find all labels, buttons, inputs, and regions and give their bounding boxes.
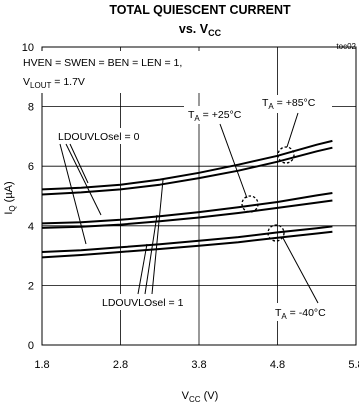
ldo0-leader-1 xyxy=(69,143,89,184)
conditions-line-2-main: V xyxy=(23,76,30,88)
conditions-box xyxy=(19,51,219,93)
conditions-line-1: HVEN = SWEN = BEN = LEN = 1, xyxy=(23,57,182,69)
x-axis-label: VCC (V) xyxy=(182,390,219,404)
x-tick-label: 4.8 xyxy=(270,359,285,371)
y-axis-label: IQ (µA) xyxy=(3,181,17,214)
tm40-label-rest: = -40°C xyxy=(287,307,326,319)
ldo1-leader-1 xyxy=(137,243,148,295)
ldo0-label: LDOUVLOsel = 0 xyxy=(58,131,140,143)
chart-subtitle-main: vs. V xyxy=(179,22,209,36)
series-line-3 xyxy=(41,192,333,225)
chart-subtitle: vs. VCC xyxy=(179,22,222,38)
x-tick-label: 5.8 xyxy=(348,359,359,371)
t85-label-sub: A xyxy=(268,102,274,111)
y-tick-label: 6 xyxy=(28,161,34,173)
series-group xyxy=(41,139,333,259)
chart-subtitle-sub: CC xyxy=(208,28,221,38)
series-line-5 xyxy=(41,225,333,253)
tm40-marker-circle xyxy=(267,224,285,242)
ldo1-label: LDOUVLOsel = 1 xyxy=(102,297,184,309)
x-tick-label: 1.8 xyxy=(34,359,49,371)
series-line-6 xyxy=(41,230,333,259)
ldo1-leader-2 xyxy=(144,214,158,295)
t25-label-box xyxy=(184,106,260,124)
x-tick-label: 3.8 xyxy=(191,359,206,371)
tick-labels: 1.82.83.84.85.80246810 xyxy=(22,42,359,371)
ldo1-label-box xyxy=(99,294,187,310)
ldo0-leader-2 xyxy=(65,143,102,216)
t85-leader xyxy=(286,112,299,148)
ldo0-leader-3 xyxy=(59,143,87,245)
series-line-2 xyxy=(41,146,333,196)
y-tick-label: 8 xyxy=(28,102,34,114)
series-line-4 xyxy=(41,199,333,229)
tm40-label: TA = -40°C xyxy=(275,307,326,321)
t25-label-sub: A xyxy=(194,114,200,123)
tm40-label-sub: A xyxy=(281,312,287,321)
t85-marker-circle xyxy=(277,146,295,164)
t85-label-rest: = +85°C xyxy=(274,97,316,109)
x-axis-label-unit: (V) xyxy=(201,390,219,402)
t25-marker-circle xyxy=(241,195,259,213)
x-axis-label-sub: CC xyxy=(189,395,201,404)
series-line-1 xyxy=(41,139,333,191)
x-axis-label-main: V xyxy=(182,390,190,402)
y-axis-label-main: I xyxy=(3,212,15,215)
t85-label-main: T xyxy=(262,97,269,109)
t85-label: TA = +85°C xyxy=(262,97,316,111)
tm40-label-box xyxy=(271,303,347,321)
t25-leader xyxy=(219,123,248,199)
conditions-line-2-sub: LOUT xyxy=(30,81,51,90)
y-tick-label: 4 xyxy=(28,221,34,233)
t25-label: TA = +25°C xyxy=(188,109,242,123)
t85-label-box xyxy=(258,95,332,113)
y-axis-label-unit: (µA) xyxy=(3,181,15,205)
y-axis-label-sub: Q xyxy=(8,205,17,211)
y-tick-label: 2 xyxy=(28,280,34,292)
conditions-line-2-rest: = 1.7V xyxy=(51,76,85,88)
tm40-label-main: T xyxy=(275,307,282,319)
t25-label-main: T xyxy=(188,109,195,121)
chart-title: TOTAL QUIESCENT CURRENT xyxy=(109,3,291,17)
x-tick-label: 2.8 xyxy=(113,359,128,371)
conditions-line-2: VLOUT = 1.7V xyxy=(23,76,85,90)
tm40-leader xyxy=(282,237,319,304)
ldo1-leader-3 xyxy=(151,179,164,295)
y-tick-label: 0 xyxy=(28,340,34,352)
ldo0-label-box xyxy=(55,128,139,144)
t25-label-rest: = +25°C xyxy=(200,109,242,121)
